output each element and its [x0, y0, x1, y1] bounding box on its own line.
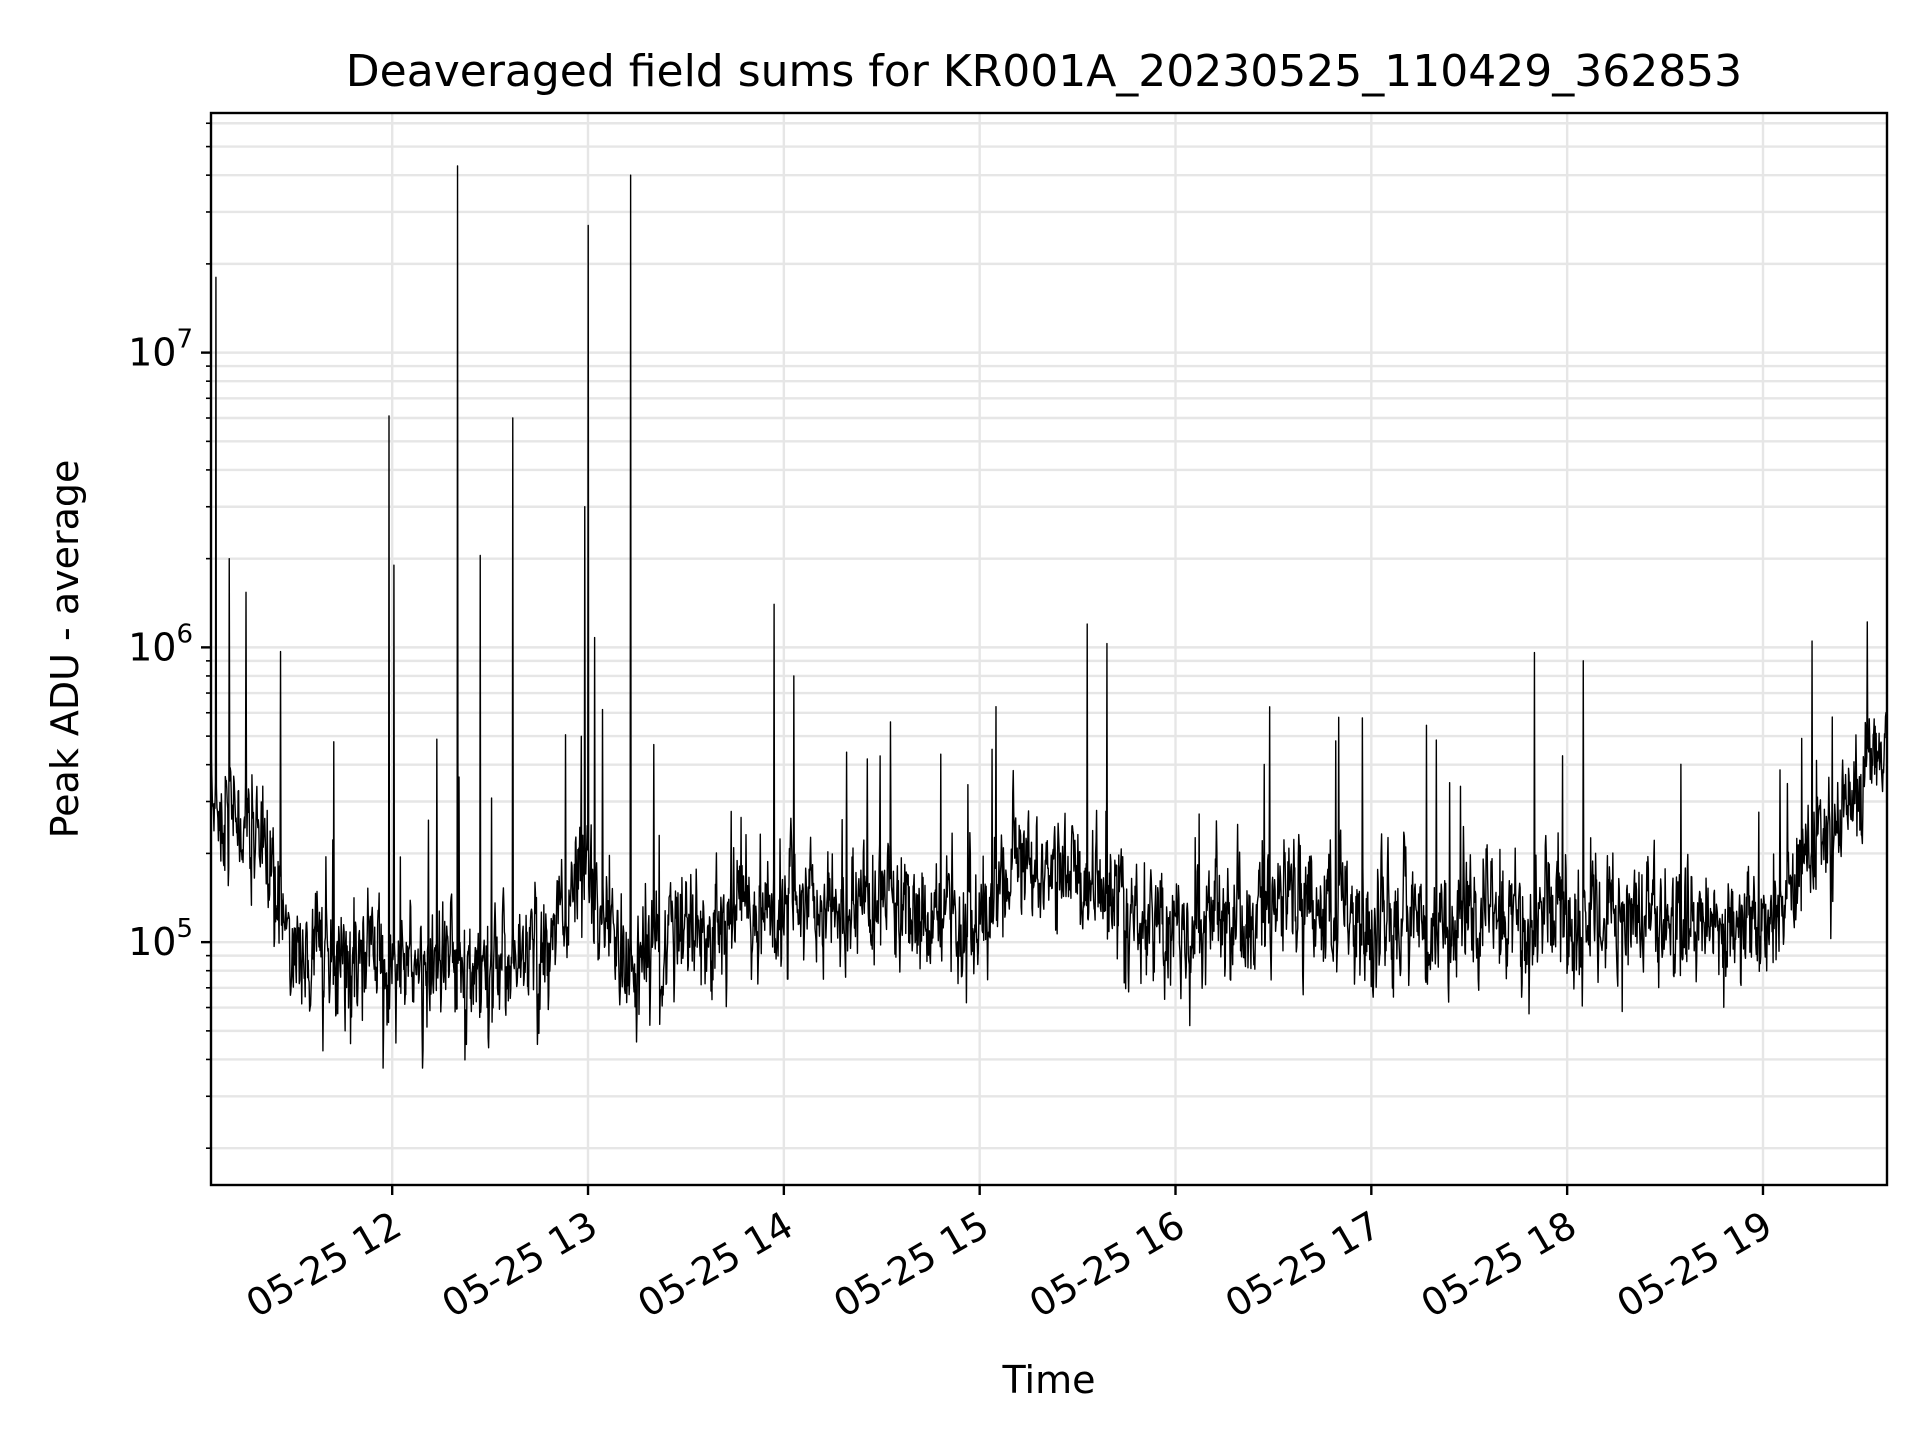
plot-frame [209, 111, 1889, 1187]
y-axis-label: Peak ADU - average [43, 460, 87, 839]
y-tick-label: 106 [128, 619, 193, 669]
series-group [210, 165, 1888, 1069]
y-tick-label: 105 [128, 914, 193, 964]
x-axis-label: Time [1002, 1358, 1096, 1402]
y-tick-label: 107 [128, 325, 193, 375]
grid [211, 113, 1887, 1185]
series-line [210, 165, 1888, 1069]
y-axis: 105 106 107 [128, 122, 211, 1149]
chart-title: Deaveraged field sums for KR001A_2023052… [346, 46, 1742, 97]
